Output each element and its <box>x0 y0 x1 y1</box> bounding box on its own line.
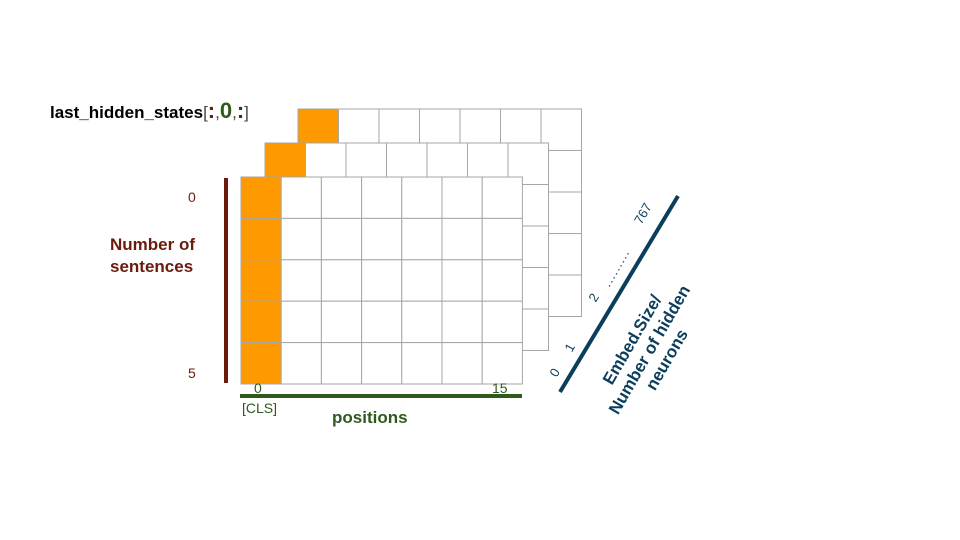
comma-1: , <box>215 103 220 122</box>
front-layer-cell <box>320 342 363 385</box>
front-layer-cell <box>441 217 483 261</box>
cls-token-label: [CLS] <box>242 400 278 416</box>
sentences-axis-title: Number of sentences <box>110 234 195 278</box>
front-layer <box>240 176 523 385</box>
front-layer-cell <box>441 300 483 344</box>
positions-start-label: 0 <box>254 380 262 396</box>
front-layer-cell <box>481 217 523 261</box>
front-layer-cls-cell <box>240 300 282 344</box>
front-layer-cell <box>401 300 443 344</box>
front-layer-cell <box>401 217 443 261</box>
front-layer-cell <box>361 176 403 219</box>
embedding-slice: : <box>236 98 245 123</box>
sentences-title-line1: Number of <box>110 235 195 254</box>
front-layer-cell <box>401 176 443 219</box>
front-layer-cls-cell <box>240 217 282 261</box>
front-layer-cell <box>361 300 403 344</box>
position-index: 0 <box>219 98 233 123</box>
sentence-slice: : <box>207 98 216 123</box>
front-layer-cell <box>320 217 363 261</box>
sentences-end-label: 5 <box>188 365 196 381</box>
front-layer-cell <box>481 176 523 219</box>
front-layer-cell <box>481 342 523 385</box>
sentences-start-label: 0 <box>188 189 196 205</box>
front-layer-cell <box>441 342 483 385</box>
sentences-title-line2: sentences <box>110 257 194 276</box>
front-layer-cell <box>401 342 443 385</box>
comma-2: , <box>232 103 237 122</box>
front-layer-cell <box>441 259 483 302</box>
front-layer-cell <box>320 259 363 302</box>
front-layer-cell <box>280 342 322 385</box>
front-layer-cell <box>320 300 363 344</box>
front-layer-cell <box>280 176 322 219</box>
positions-end-label: 15 <box>492 380 508 396</box>
front-layer-cell <box>361 342 403 385</box>
front-layer-cls-cell <box>240 176 282 219</box>
open-bracket: [ <box>203 103 208 122</box>
front-layer-cell <box>280 217 322 261</box>
tensor-index-expression: last_hidden_states[:,0,:] <box>50 98 249 124</box>
front-layer-cell <box>441 176 483 219</box>
embedding-axis-line <box>558 194 680 394</box>
front-layer-cell <box>361 259 403 302</box>
front-layer-cell <box>481 300 523 344</box>
close-bracket: ] <box>244 103 249 122</box>
function-name: last_hidden_states <box>50 103 204 122</box>
front-layer-cell <box>481 259 523 302</box>
front-layer-cls-cell <box>240 259 282 302</box>
front-layer-cell <box>361 217 403 261</box>
positions-axis-title: positions <box>332 408 408 427</box>
front-layer-cls-cell <box>240 342 282 385</box>
front-layer-cell <box>401 259 443 302</box>
front-layer-cell <box>320 176 363 219</box>
front-layer-cell <box>280 300 322 344</box>
front-layer-cell <box>280 259 322 302</box>
